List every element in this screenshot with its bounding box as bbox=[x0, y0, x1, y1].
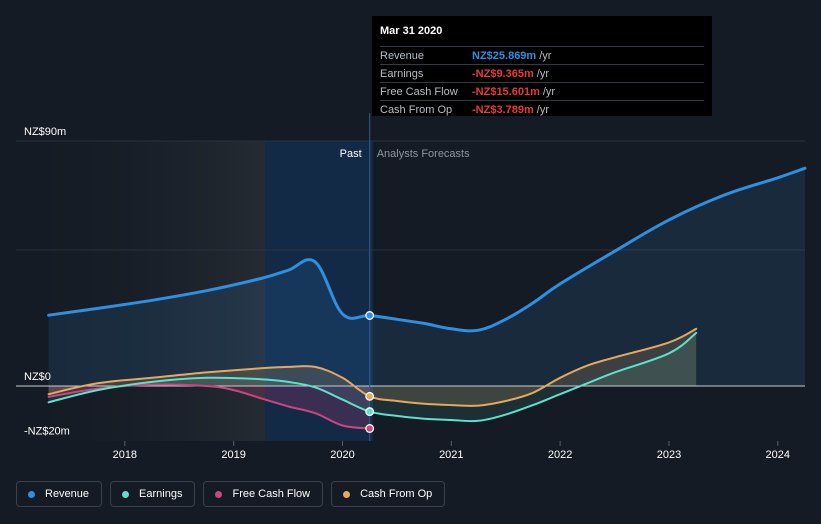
series-lines bbox=[47, 166, 807, 430]
x-tick-label: 2020 bbox=[330, 449, 354, 461]
tooltip-unit: /yr bbox=[539, 49, 552, 62]
tooltip-date: Mar 31 2020 bbox=[380, 24, 704, 47]
legend-dot-icon bbox=[122, 490, 130, 498]
history-region bbox=[16, 141, 265, 441]
forecast-label: Analysts Forecasts bbox=[377, 148, 470, 160]
y-tick-label: NZ$90m bbox=[24, 126, 66, 138]
y-tick-label: -NZ$20m bbox=[24, 425, 70, 437]
line-cash-from-op bbox=[47, 327, 698, 407]
legend: Revenue Earnings Free Cash Flow Cash Fro… bbox=[16, 481, 446, 507]
tooltip: Mar 31 2020 Revenue NZ$25.869m /yr Earni… bbox=[372, 16, 712, 116]
x-tick-label: 2022 bbox=[548, 449, 572, 461]
legend-cash-from-op[interactable]: Cash From Op bbox=[331, 481, 446, 507]
x-axis: 2018 2019 2020 2021 2022 2023 2024 bbox=[113, 441, 790, 461]
area-free-cash-flow bbox=[48, 384, 370, 429]
legend-dot-icon bbox=[215, 490, 223, 498]
line-revenue bbox=[47, 166, 807, 333]
y-tick-label: NZ$0 bbox=[24, 371, 51, 383]
series-areas bbox=[48, 168, 806, 429]
past-highlight-region bbox=[265, 141, 373, 441]
tooltip-row-earnings: Earnings -NZ$9.365m /yr bbox=[380, 65, 704, 83]
tooltip-label: Revenue bbox=[380, 49, 425, 62]
tooltip-label: Earnings bbox=[380, 67, 424, 80]
x-tick-label: 2018 bbox=[113, 449, 137, 461]
x-tick-label: 2021 bbox=[439, 449, 463, 461]
marker-free-cash-flow bbox=[365, 424, 375, 433]
marker-earnings bbox=[365, 407, 375, 417]
tooltip-row-revenue: Revenue NZ$25.869m /yr bbox=[380, 47, 704, 65]
tooltip-label: Free Cash Flow bbox=[380, 85, 458, 98]
tooltip-unit: /yr bbox=[536, 103, 549, 116]
tooltip-label: Cash From Op bbox=[380, 103, 453, 116]
legend-earnings[interactable]: Earnings bbox=[110, 481, 196, 507]
tooltip-value: -NZ$3.789m bbox=[472, 103, 534, 116]
tooltip-unit: /yr bbox=[542, 85, 556, 98]
legend-label: Free Cash Flow bbox=[232, 488, 311, 500]
legend-label: Earnings bbox=[139, 488, 183, 500]
x-tick-label: 2019 bbox=[221, 449, 245, 461]
area-revenue bbox=[48, 168, 806, 386]
x-tick-label: 2023 bbox=[657, 449, 681, 461]
area-earnings bbox=[48, 332, 697, 422]
x-tick-label: 2024 bbox=[766, 449, 790, 461]
line-earnings bbox=[47, 331, 698, 423]
y-axis-labels: NZ$90m NZ$0 -NZ$20m bbox=[24, 126, 70, 437]
legend-free-cash-flow[interactable]: Free Cash Flow bbox=[203, 481, 324, 507]
tooltip-value: -NZ$9.365m bbox=[472, 67, 534, 80]
legend-dot-icon bbox=[28, 490, 35, 498]
tooltip-value: -NZ$15.601m bbox=[472, 85, 540, 98]
tooltip-row-cash-from-op: Cash From Op -NZ$3.789m /yr bbox=[380, 101, 704, 118]
tooltip-value: NZ$25.869m bbox=[472, 49, 537, 62]
legend-dot-icon bbox=[343, 490, 351, 498]
marker-revenue bbox=[365, 311, 375, 320]
legend-label: Cash From Op bbox=[360, 488, 433, 500]
current-markers bbox=[365, 311, 375, 433]
area-cash-from-op bbox=[48, 328, 697, 406]
tooltip-unit: /yr bbox=[536, 67, 549, 80]
marker-cash-from-op bbox=[365, 391, 375, 401]
past-label: Past bbox=[340, 148, 362, 160]
legend-revenue[interactable]: Revenue bbox=[16, 481, 103, 507]
tooltip-row-free-cash-flow: Free Cash Flow -NZ$15.601m /yr bbox=[380, 83, 704, 101]
legend-label: Revenue bbox=[45, 488, 90, 500]
